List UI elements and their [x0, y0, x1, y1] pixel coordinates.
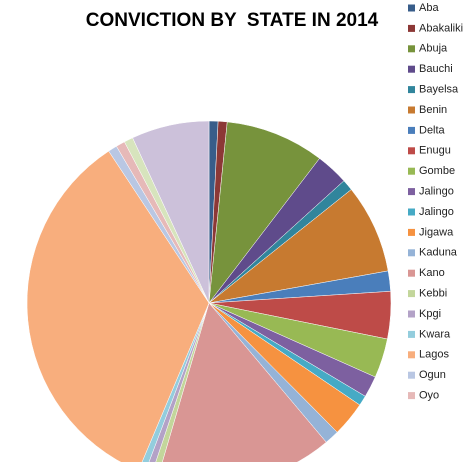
legend-swatch	[408, 65, 415, 73]
legend-swatch	[408, 371, 415, 379]
legend-swatch	[408, 45, 415, 53]
legend-swatch	[408, 249, 415, 257]
legend-label: Kpgi	[419, 308, 441, 320]
legend-swatch	[408, 106, 415, 114]
legend-label: Kano	[419, 267, 445, 279]
legend-swatch	[408, 310, 415, 318]
legend-label: Lagos	[419, 349, 449, 361]
legend-swatch	[408, 86, 415, 94]
legend-swatch	[408, 392, 415, 400]
legend-label: Bayelsa	[419, 84, 459, 96]
pie-slice	[132, 120, 210, 304]
legend-label: Benin	[419, 104, 447, 116]
legend-swatch	[408, 351, 415, 359]
pie-slice	[162, 302, 327, 462]
legend-label: Oyo	[419, 390, 439, 402]
legend-label: Ogun	[419, 369, 446, 381]
legend-label: Enugu	[419, 145, 451, 157]
legend-label: Jalingo	[419, 186, 454, 198]
legend-swatch	[408, 188, 415, 196]
legend-label: Kaduna	[419, 247, 458, 259]
legend-swatch	[408, 4, 415, 12]
legend-label: Jigawa	[419, 226, 454, 238]
chart-title: CONVICTION BY STATE IN 2014	[86, 10, 379, 31]
legend-label: Aba	[419, 2, 439, 14]
legend-swatch	[408, 208, 415, 216]
legend-label: Delta	[419, 124, 446, 136]
legend-label: Gombe	[419, 165, 455, 177]
legend-label: Kebbi	[419, 288, 447, 300]
legend-label: Abakaliki	[419, 22, 463, 34]
legend-swatch	[408, 147, 415, 155]
pie-slice	[208, 121, 320, 304]
legend-label: Bauchi	[419, 63, 453, 75]
legend-label: Kwara	[419, 328, 451, 340]
pie-slice	[26, 150, 210, 462]
legend-label: Abuja	[419, 43, 448, 55]
legend-swatch	[408, 290, 415, 298]
legend-swatch	[408, 126, 415, 134]
pie-slice	[208, 189, 389, 304]
legend-swatch	[408, 24, 415, 32]
legend-swatch	[408, 269, 415, 277]
legend-swatch	[408, 228, 415, 236]
legend-swatch	[408, 167, 415, 175]
legend-label: Jalingo	[419, 206, 454, 218]
legend-swatch	[408, 330, 415, 338]
